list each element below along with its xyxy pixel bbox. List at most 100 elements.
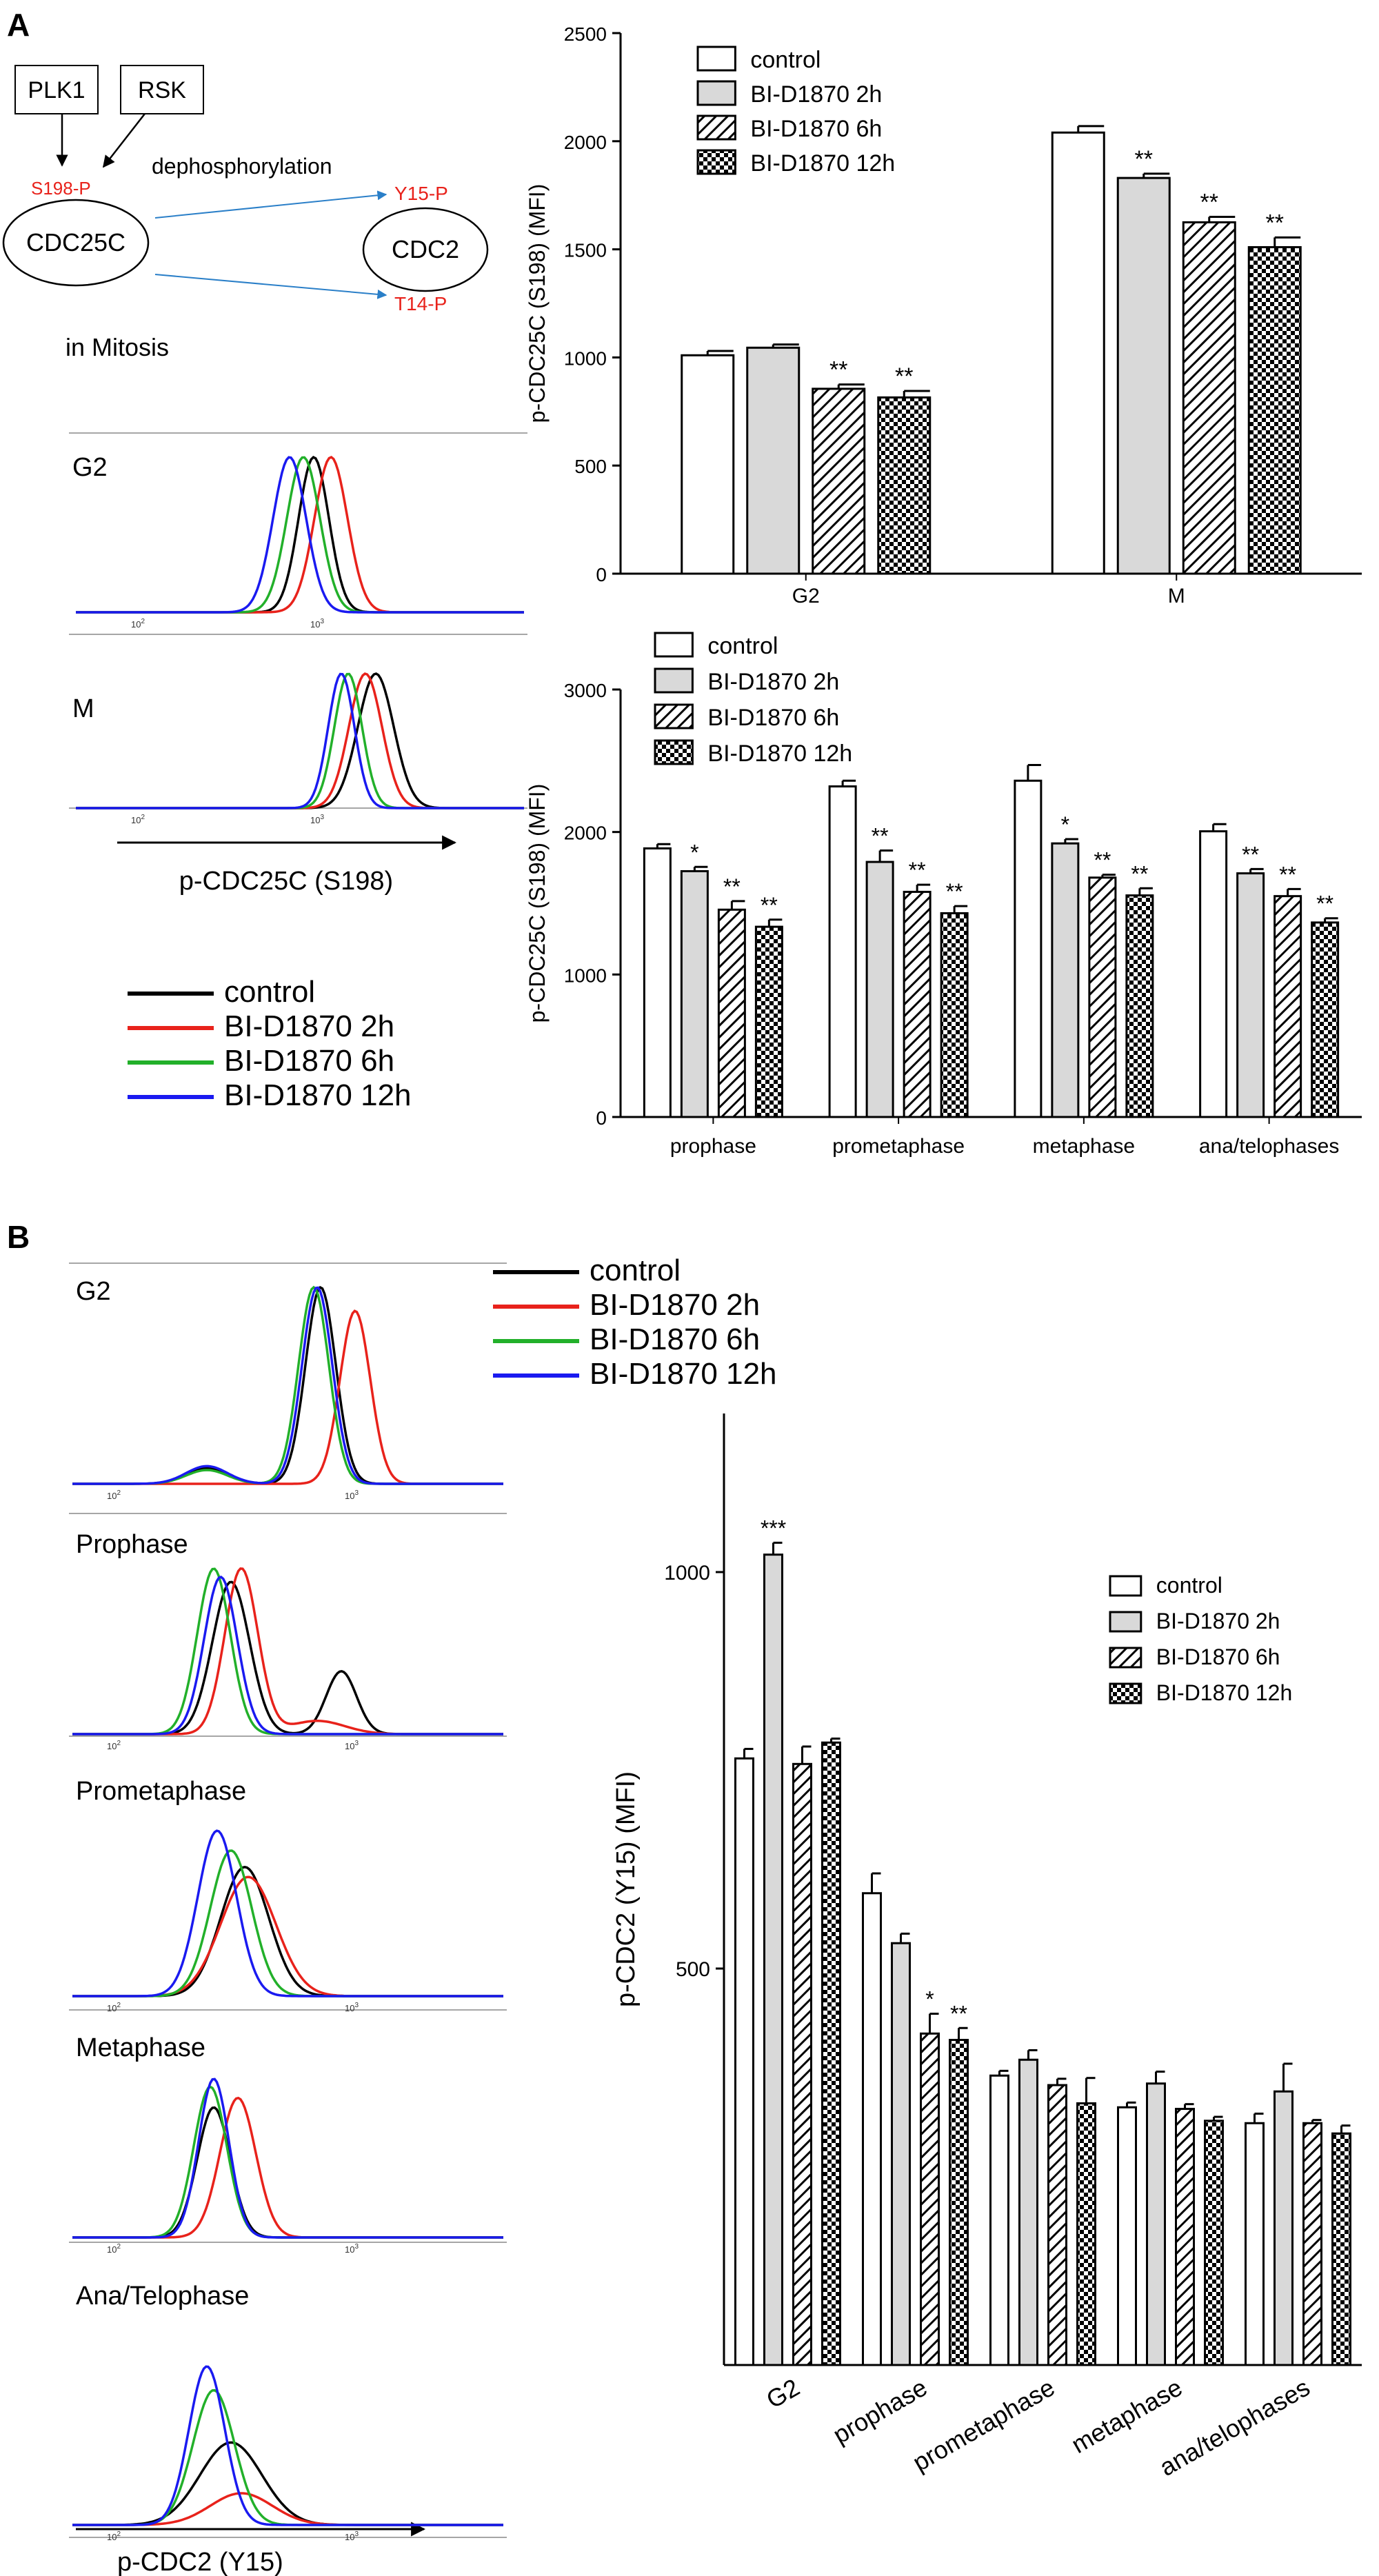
hist-tick-label: 102 <box>131 814 145 825</box>
cdc2-node <box>362 207 489 292</box>
y-axis-label: p-CDC25C (S198) (MFI) <box>525 184 550 423</box>
category-label: ana/telophases <box>1199 1135 1340 1158</box>
category-label: metaphase <box>1033 1135 1135 1158</box>
legend-label: BI-D1870 6h <box>1156 1644 1280 1669</box>
hist-b-curve-1-2 <box>72 1567 503 1735</box>
hist-a-g2-curve-3 <box>76 456 524 614</box>
category-label: prometaphase <box>832 1135 965 1158</box>
bar <box>1245 2122 1265 2366</box>
hist-a-m-curve-2 <box>76 672 524 809</box>
y-tick-label: 500 <box>676 1958 710 1981</box>
bar <box>1182 221 1236 575</box>
hist-b-metaphase-label: Metaphase <box>76 2033 205 2062</box>
legend-label: BI-D1870 6h <box>707 705 839 731</box>
bar <box>754 925 783 1118</box>
bar <box>763 1553 783 2366</box>
category-label: M <box>1168 585 1185 607</box>
histograms-panel-b: G2 Prophase Prometaphase Metaphase Ana/T… <box>69 1262 507 2576</box>
bar <box>1175 2108 1195 2366</box>
significance-mark: ** <box>872 824 889 849</box>
bar <box>877 396 932 575</box>
bar <box>792 1762 812 2366</box>
hist-b-curve-4-3 <box>72 2365 503 2526</box>
hist-b-anatelo-label: Ana/Telophase <box>76 2282 249 2311</box>
bar <box>1051 842 1080 1118</box>
significance-mark: *** <box>761 1516 786 1540</box>
bar <box>746 346 801 575</box>
y-tick-label: 1000 <box>664 1562 710 1584</box>
bar <box>717 908 746 1118</box>
bar <box>949 2039 969 2366</box>
significance-mark: ** <box>1131 861 1148 886</box>
category-label: metaphase <box>1067 2373 1187 2459</box>
bar <box>1076 2102 1096 2366</box>
bar <box>643 847 672 1118</box>
significance-mark: ** <box>1242 842 1259 867</box>
bar <box>1051 131 1105 575</box>
legend-label-2: BI-D1870 6h <box>224 1044 394 1078</box>
significance-mark: ** <box>1266 210 1284 236</box>
legend-swatch <box>654 739 694 765</box>
hist-b-curve-2-0 <box>72 1866 503 1998</box>
panel-a-label: A <box>7 7 30 43</box>
hist-b-curve-1-3 <box>72 1576 503 1735</box>
legend-swatch <box>654 667 694 694</box>
bar <box>1088 876 1117 1118</box>
significance-mark: ** <box>1094 848 1111 873</box>
hist-tick-label: 103 <box>345 2530 359 2542</box>
rsk-arrow <box>102 113 145 168</box>
bar <box>1302 2122 1322 2366</box>
legend-label-2: BI-D1870 6h <box>590 1322 760 1356</box>
significance-mark: ** <box>895 363 913 390</box>
y-tick-label: 2500 <box>564 23 607 45</box>
bar-chart-g2-m: 0 500 1000 1500 2000 2500 p-CDC25C (S198) (MFI… <box>525 23 1362 607</box>
hist-tick-label: 102 <box>107 2002 121 2013</box>
significance-mark: * <box>1061 812 1069 837</box>
legend-label-3: BI-D1870 12h <box>590 1357 777 1391</box>
hist-a-m-label: M <box>72 694 94 723</box>
hist-b-prometaphase-label: Prometaphase <box>76 1777 246 1806</box>
mitosis-label: in Mitosis <box>66 333 169 361</box>
significance-mark: ** <box>723 874 741 899</box>
hist-tick-label: 102 <box>107 1489 121 1501</box>
bar <box>828 785 857 1118</box>
bar <box>1117 2106 1137 2366</box>
hist-b-curve-3-3 <box>72 2077 503 2239</box>
bar <box>940 912 969 1118</box>
hist-a-m-curve-0 <box>76 672 524 809</box>
significance-mark: ** <box>1316 892 1333 916</box>
significance-mark: ** <box>909 858 926 883</box>
bar <box>681 354 735 575</box>
bar <box>989 2074 1009 2366</box>
y-tick-label: 2000 <box>564 132 607 153</box>
hist-tick-label: 103 <box>345 1740 359 1751</box>
rsk-label: RSK <box>138 77 186 103</box>
hist-tick-label: 103 <box>345 1489 359 1501</box>
pathway-diagram: PLK1 RSK dephosphorylation S198-P CDC25C… <box>2 65 489 361</box>
cdc25c-node <box>2 199 150 287</box>
legend-label-1: BI-D1870 2h <box>590 1288 760 1322</box>
plk1-label: PLK1 <box>28 77 85 103</box>
rsk-box <box>120 65 204 114</box>
y15-label: Y15-P <box>394 183 448 204</box>
legend-label-3: BI-D1870 12h <box>224 1078 412 1112</box>
bar <box>1199 830 1228 1118</box>
s198-label: S198-P <box>31 178 91 199</box>
legend-label: control <box>707 633 778 659</box>
bar <box>1247 245 1302 575</box>
legend-swatch <box>1109 1575 1143 1597</box>
cdc25c-label: CDC25C <box>26 228 125 256</box>
category-label: prometaphase <box>908 2373 1060 2477</box>
legend-label: BI-D1870 2h <box>707 669 839 695</box>
hist-tick-label: 103 <box>345 2243 359 2255</box>
hist-a-g2-label: G2 <box>72 453 108 482</box>
hist-b-curve-4-0 <box>72 2441 503 2526</box>
legend-label: BI-D1870 6h <box>750 116 882 142</box>
legend-label: control <box>750 47 821 73</box>
y-tick-label: 0 <box>596 564 607 585</box>
hist-a-xlabel: p-CDC25C (S198) <box>179 867 393 896</box>
y-tick-label: 3000 <box>564 680 607 701</box>
t14-arrow <box>154 274 387 299</box>
